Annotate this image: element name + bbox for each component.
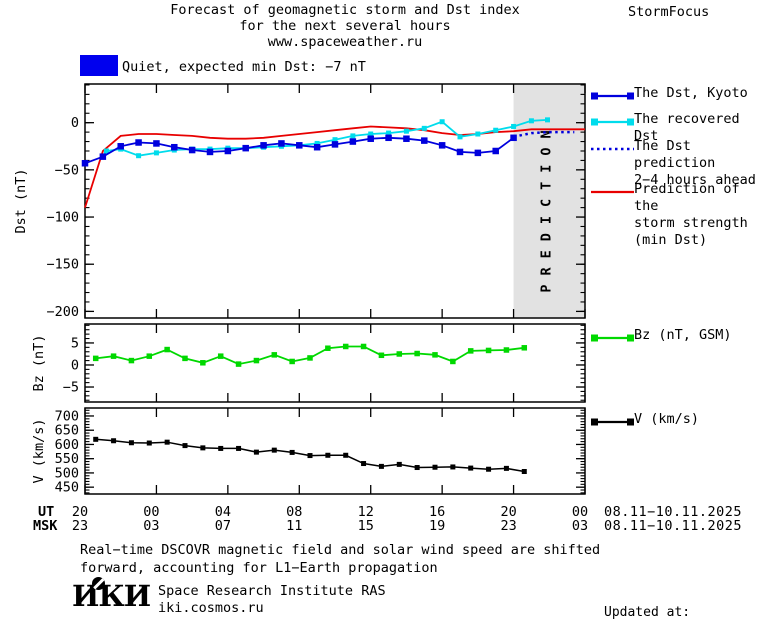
ytick-label-dst: 0 (71, 115, 79, 131)
ytick-label-v: 550 (55, 451, 79, 467)
legend-label-storm-strength: Prediction of the storm strength (min Ds… (634, 181, 748, 248)
iki-logo: ИКИ (72, 577, 151, 613)
msk-tick-label: 03 (143, 518, 159, 534)
legend-marker-dst-kyoto (591, 87, 634, 106)
title-line-1: Forecast of geomagnetic storm and Dst in… (170, 2, 520, 18)
date-range-ut: 08.11−10.11.2025 (604, 504, 742, 520)
ut-tick-label: 20 (72, 504, 88, 520)
legend-marker-bz (591, 329, 634, 348)
satellite-dish-icon (92, 577, 105, 590)
x-axis-labels: UTMSK2023000304070811121516192023000308.… (33, 504, 742, 534)
brand-label: StormFocus (628, 4, 710, 20)
legend-label-recovered-dst: The recovered Dst (634, 111, 740, 144)
panel-bz: 5 0 −5 Bz (nT) (31, 323, 586, 403)
ut-row-label: UT (38, 504, 54, 520)
series-v-km-s- (93, 436, 527, 475)
legend-marker-v (591, 413, 634, 432)
msk-tick-label: 19 (429, 518, 445, 534)
series-prediction-of-the-storm-strength-min-dst- (84, 125, 585, 208)
msk-tick-label: 07 (215, 518, 231, 534)
ylabel-dst: Dst (nT) (13, 168, 29, 233)
forecast-chart: PREDICTION 0 −50 −100 −150 −200 Dst (nT) 5 0 −5 Bz… (13, 83, 742, 534)
ut-tick-label: 20 (500, 504, 516, 520)
msk-tick-label: 15 (358, 518, 374, 534)
ytick-label-v: 500 (55, 465, 79, 481)
ylabel-bz: Bz (nT) (31, 335, 47, 392)
ytick-label-v: 450 (55, 480, 79, 496)
storm-level-text: Quiet, expected min Dst: −7 nT (122, 59, 366, 75)
msk-row-label: MSK (33, 518, 58, 534)
msk-tick-label: 11 (286, 518, 302, 534)
storm-level-swatch (80, 55, 118, 76)
updated-block: Updated at: UT 20:05, 09.11.2025 MSK 23:… (604, 570, 760, 620)
series-the-dst-prediction-2-4-hours-ahead (513, 130, 575, 139)
date-range-msk: 08.11−10.11.2025 (604, 518, 742, 534)
footer-note: Real−time DSCOVR magnetic field and sola… (80, 542, 601, 576)
institute-name: Space Research Institute RAS (158, 583, 386, 599)
updated-label: Updated at: (604, 605, 691, 620)
prediction-label: PREDICTION (538, 121, 554, 292)
msk-tick-label: 03 (572, 518, 588, 534)
title-url: www.spaceweather.ru (267, 34, 423, 50)
ytick-label-bz: −5 (63, 380, 79, 396)
msk-tick-label: 23 (72, 518, 88, 534)
ut-tick-label: 08 (286, 504, 302, 520)
ut-tick-label: 04 (215, 504, 231, 520)
legend-marker-recovered-dst (591, 113, 634, 132)
legend-label-dst-kyoto: The Dst, Kyoto (634, 85, 748, 101)
institute-block: Space Research Institute RAS iki.cosmos.… (158, 583, 386, 617)
legend-marker-storm-strength (591, 183, 634, 202)
series-bz-nt-gsm- (92, 343, 528, 367)
legend-label-v: V (km/s) (634, 411, 700, 427)
ut-tick-label: 16 (429, 504, 445, 520)
msk-tick-label: 23 (500, 518, 516, 534)
ytick-label-v: 600 (55, 437, 79, 453)
ytick-label-bz: 0 (71, 357, 79, 373)
ytick-label-dst: −200 (46, 304, 79, 320)
legend-label-bz: Bz (nT, GSM) (634, 327, 732, 343)
ytick-label-dst: −50 (55, 162, 79, 178)
institute-website: iki.cosmos.ru (158, 600, 264, 616)
ytick-label-bz: 5 (71, 335, 79, 351)
legend-marker-dst-prediction (591, 140, 634, 159)
panel-dst: PREDICTION 0 −50 −100 −150 −200 Dst (nT) (13, 83, 586, 320)
ytick-label-v: 650 (55, 423, 79, 439)
ytick-label-v: 700 (55, 408, 79, 424)
ut-tick-label: 00 (143, 504, 159, 520)
series-the-dst-kyoto (81, 134, 517, 167)
title-line-2: for the next several hours (239, 18, 451, 34)
ut-tick-label: 00 (572, 504, 588, 520)
chart-title: Forecast of geomagnetic storm and Dst in… (85, 2, 605, 50)
ytick-label-dst: −150 (46, 257, 79, 273)
iki-logo-text: ИКИ (72, 579, 151, 613)
ytick-label-dst: −100 (46, 210, 79, 226)
legend-label-dst-prediction: The Dst prediction 2−4 hours ahead (634, 138, 756, 188)
ut-tick-label: 12 (358, 504, 374, 520)
ylabel-v: V (km/s) (31, 418, 47, 483)
